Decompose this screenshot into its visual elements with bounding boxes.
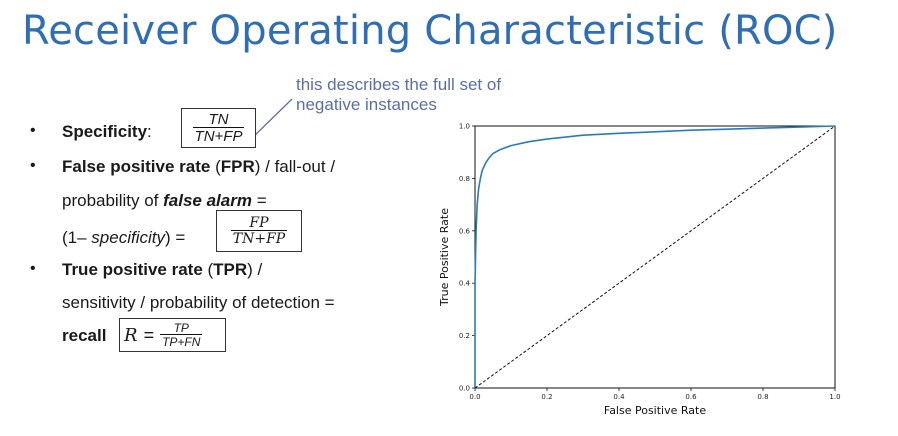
x-tick-label: 0.2: [541, 393, 552, 401]
fpr-line-3: (1– specificity) =: [62, 228, 185, 248]
recall-label: recall: [62, 326, 107, 345]
annotation-line-2: negative instances: [296, 95, 437, 114]
specificity-em: specificity: [91, 228, 165, 247]
x-tick-label: 0.6: [685, 393, 697, 401]
x-axis-label: False Positive Rate: [604, 404, 706, 417]
fpr-open: (: [210, 157, 221, 176]
x-tick-label: 1.0: [829, 393, 840, 401]
tpr-label: True positive rate: [62, 260, 203, 279]
fpr-numerator: FP: [249, 215, 269, 231]
tpr-line-1: True positive rate (TPR) /: [62, 260, 262, 280]
bullet-dot: •: [30, 260, 36, 277]
specificity-line: Specificity:: [62, 122, 152, 142]
tpr-rest: ) /: [247, 260, 263, 279]
y-tick-label: 0.0: [459, 385, 470, 393]
slide-title: Receiver Operating Characteristic (ROC): [22, 8, 838, 54]
y-tick-label: 0.6: [459, 227, 471, 235]
false-alarm-text: false alarm: [163, 191, 252, 210]
specificity-formula: TN TN+FP: [181, 108, 256, 148]
y-tick-label: 0.8: [459, 175, 470, 183]
fpr-line2-pre: probability of: [62, 191, 164, 210]
fpr-line-1: False positive rate (FPR) / fall-out /: [62, 157, 335, 177]
roc-curve-line: [474, 125, 836, 388]
bullet-dot: •: [30, 157, 36, 174]
tpr-line-2: sensitivity / probability of detection =: [62, 293, 335, 312]
recall-numerator: TP: [173, 321, 189, 335]
bullet-dot: •: [30, 122, 36, 139]
fpr-rest: ) / fall-out /: [254, 157, 336, 176]
recall-denominator: TP+FN: [160, 334, 203, 349]
annotation-line-1: this describes the full set of: [296, 75, 502, 94]
recall-formula: R = TP TP+FN: [119, 318, 226, 352]
specificity-label: Specificity: [62, 122, 148, 141]
fpr-abbr: FPR: [220, 157, 255, 176]
fpr-denominator: TN+FP: [230, 230, 288, 247]
x-tick-label: 0.0: [469, 393, 480, 401]
annotation-text: this describes the full set of negative …: [296, 75, 501, 115]
tpr-open: (: [202, 260, 214, 279]
roc-chart: 0.0 0.2 0.4 0.6 0.8 1.0 0.0 0.2 0.4 0.6 0.8 1.0 Fal…: [438, 123, 841, 418]
recall-r: R: [124, 324, 138, 346]
fpr-line-2: probability of false alarm =: [62, 191, 267, 211]
tpr-abbr: TPR: [213, 260, 248, 279]
y-tick-label: 0.4: [459, 280, 471, 288]
fpr-line3-post: ) =: [164, 228, 186, 247]
fpr-line2-post: =: [251, 191, 267, 210]
specificity-numerator: TN: [208, 111, 229, 128]
x-tick-label: 0.8: [757, 393, 768, 401]
specificity-denominator: TN+FP: [192, 127, 245, 145]
y-axis-label: True Positive Rate: [438, 208, 451, 307]
recall-equals: =: [143, 324, 155, 345]
y-tick-label: 1.0: [459, 123, 470, 131]
x-tick-label: 0.4: [613, 393, 625, 401]
y-tick-label: 0.2: [459, 332, 470, 340]
specificity-colon: :: [147, 122, 152, 141]
chance-diagonal-line: [474, 125, 836, 389]
fpr-line3-pre: (1–: [62, 228, 92, 247]
recall-line: recall: [62, 326, 106, 346]
fpr-formula: FP TN+FP: [216, 210, 302, 252]
fpr-label: False positive rate: [62, 157, 211, 176]
